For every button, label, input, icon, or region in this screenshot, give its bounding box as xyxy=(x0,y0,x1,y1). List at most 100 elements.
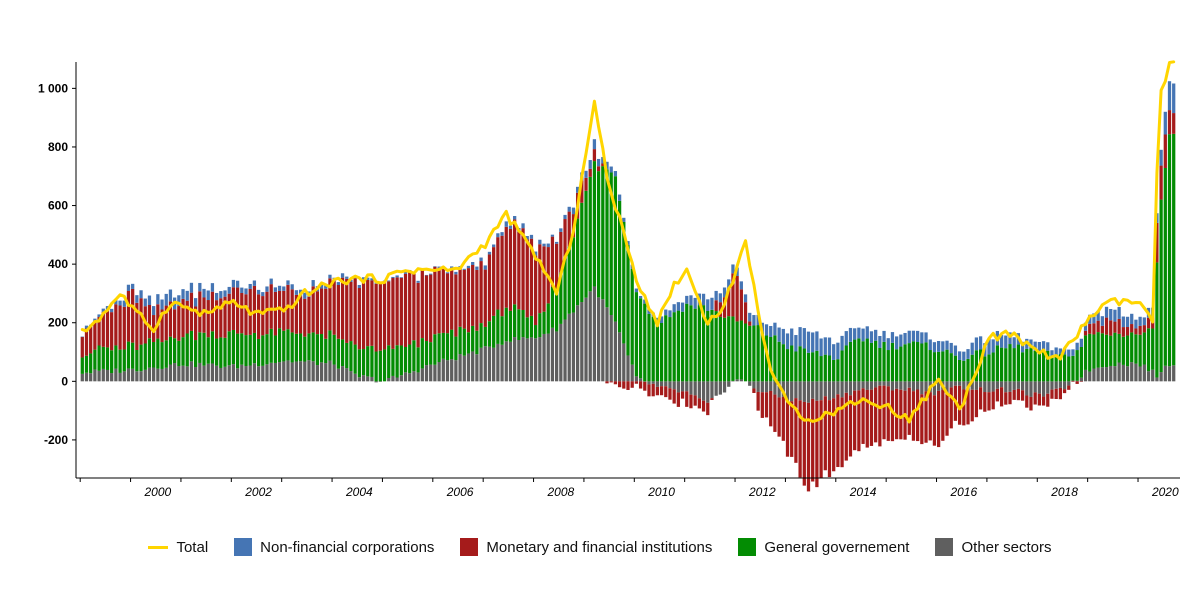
bar-mfi-12 xyxy=(131,288,135,343)
bar-mfi-122 xyxy=(592,149,597,162)
bar-mfi-231 xyxy=(1050,389,1054,399)
bar-gov-226 xyxy=(1029,348,1033,382)
bar-mfi-240 xyxy=(1088,323,1092,334)
bar-other-229 xyxy=(1041,381,1046,397)
legend-label-non-financial-corporations: Non-financial corporations xyxy=(260,538,435,556)
bar-nfc-44 xyxy=(265,286,269,292)
bar-gov-12 xyxy=(131,342,135,369)
bar-gov-1 xyxy=(84,355,89,373)
bar-mfi-8 xyxy=(114,304,118,346)
bar-nfc-110 xyxy=(542,243,546,247)
bar-other-173 xyxy=(806,381,811,403)
bar-nfc-181 xyxy=(840,335,844,351)
bar-nfc-94 xyxy=(475,266,479,270)
legend-swatch-other-sectors xyxy=(935,538,954,556)
bar-other-242 xyxy=(1096,367,1100,382)
bar-other-121 xyxy=(588,291,592,382)
bar-other-23 xyxy=(177,366,181,382)
bar-gov-32 xyxy=(214,338,219,366)
bar-gov-37 xyxy=(235,333,240,369)
bar-other-146 xyxy=(693,381,697,396)
bar-gov-24 xyxy=(181,337,185,366)
bar-other-22 xyxy=(173,363,177,382)
bar-mfi-179 xyxy=(832,398,836,472)
bar-gov-92 xyxy=(466,332,471,354)
bar-other-80 xyxy=(416,372,420,382)
bar-gov-55 xyxy=(311,332,315,362)
bar-mfi-9 xyxy=(118,305,122,350)
bar-gov-129 xyxy=(622,221,626,344)
bar-other-67 xyxy=(361,375,366,382)
bar-mfi-175 xyxy=(815,400,819,488)
bar-other-145 xyxy=(689,381,693,395)
bar-nfc-5 xyxy=(101,308,105,312)
bar-mfi-45 xyxy=(269,284,273,329)
bar-other-87 xyxy=(445,360,450,382)
bar-nfc-109 xyxy=(538,239,542,245)
bar-mfi-135 xyxy=(647,384,651,397)
bar-other-227 xyxy=(1033,381,1037,393)
bar-gov-188 xyxy=(869,342,874,382)
bar-nfc-111 xyxy=(546,243,550,248)
bar-gov-74 xyxy=(391,348,395,376)
bar-nfc-201 xyxy=(924,332,928,343)
bar-nfc-213 xyxy=(974,337,979,351)
bar-gov-90 xyxy=(458,326,462,355)
bar-mfi-30 xyxy=(206,300,210,338)
bar-other-163 xyxy=(764,381,769,393)
bar-other-160 xyxy=(752,381,756,389)
bar-other-215 xyxy=(983,381,987,393)
bar-nfc-67 xyxy=(361,277,366,280)
bar-mfi-13 xyxy=(135,302,139,350)
bar-nfc-158 xyxy=(743,294,748,303)
bar-gov-33 xyxy=(219,337,223,368)
y-tick-label-800: 800 xyxy=(48,140,68,154)
bar-mfi-113 xyxy=(555,243,559,289)
bars-layer xyxy=(80,81,1176,492)
bar-other-53 xyxy=(303,361,307,382)
bar-gov-22 xyxy=(173,338,177,364)
bar-other-32 xyxy=(214,365,219,382)
bar-other-95 xyxy=(479,347,483,382)
bar-other-39 xyxy=(244,366,248,382)
bar-nfc-239 xyxy=(1083,322,1088,331)
bar-mfi-164 xyxy=(769,390,773,427)
bar-nfc-211 xyxy=(966,349,970,359)
bar-gov-215 xyxy=(983,356,987,382)
bar-other-125 xyxy=(605,307,609,382)
bar-mfi-25 xyxy=(185,300,189,334)
legend-item-general-government: General governement xyxy=(738,538,909,556)
bar-nfc-144 xyxy=(685,295,689,304)
bar-gov-125 xyxy=(605,169,609,308)
bar-nfc-51 xyxy=(294,290,299,295)
bar-other-47 xyxy=(277,362,282,382)
bar-mfi-99 xyxy=(496,237,500,310)
bar-nfc-14 xyxy=(139,290,143,299)
bar-mfi-217 xyxy=(991,391,995,410)
bar-gov-172 xyxy=(802,348,806,382)
bar-other-156 xyxy=(735,379,739,382)
bar-nfc-93 xyxy=(471,262,475,265)
bar-mfi-142 xyxy=(676,392,681,407)
bar-nfc-88 xyxy=(450,266,454,268)
bar-mfi-229 xyxy=(1041,396,1046,406)
bar-gov-13 xyxy=(135,350,139,372)
bar-other-116 xyxy=(567,313,571,382)
bar-mfi-38 xyxy=(240,293,244,334)
bar-gov-35 xyxy=(227,331,231,366)
bar-other-130 xyxy=(626,355,630,382)
x-tick-label-2012: 2012 xyxy=(748,485,776,499)
bar-other-73 xyxy=(387,378,391,382)
bar-nfc-209 xyxy=(957,351,962,360)
bar-other-18 xyxy=(156,368,160,382)
bar-nfc-155 xyxy=(731,264,735,274)
bar-other-152 xyxy=(718,381,722,395)
bar-other-200 xyxy=(920,381,924,395)
bar-other-4 xyxy=(97,370,101,382)
bar-mfi-166 xyxy=(777,397,781,437)
bar-gov-28 xyxy=(198,332,202,363)
bar-gov-182 xyxy=(844,345,848,382)
total-line-layer xyxy=(80,60,1176,424)
bar-mfi-81 xyxy=(420,270,424,339)
bar-other-217 xyxy=(991,381,995,392)
